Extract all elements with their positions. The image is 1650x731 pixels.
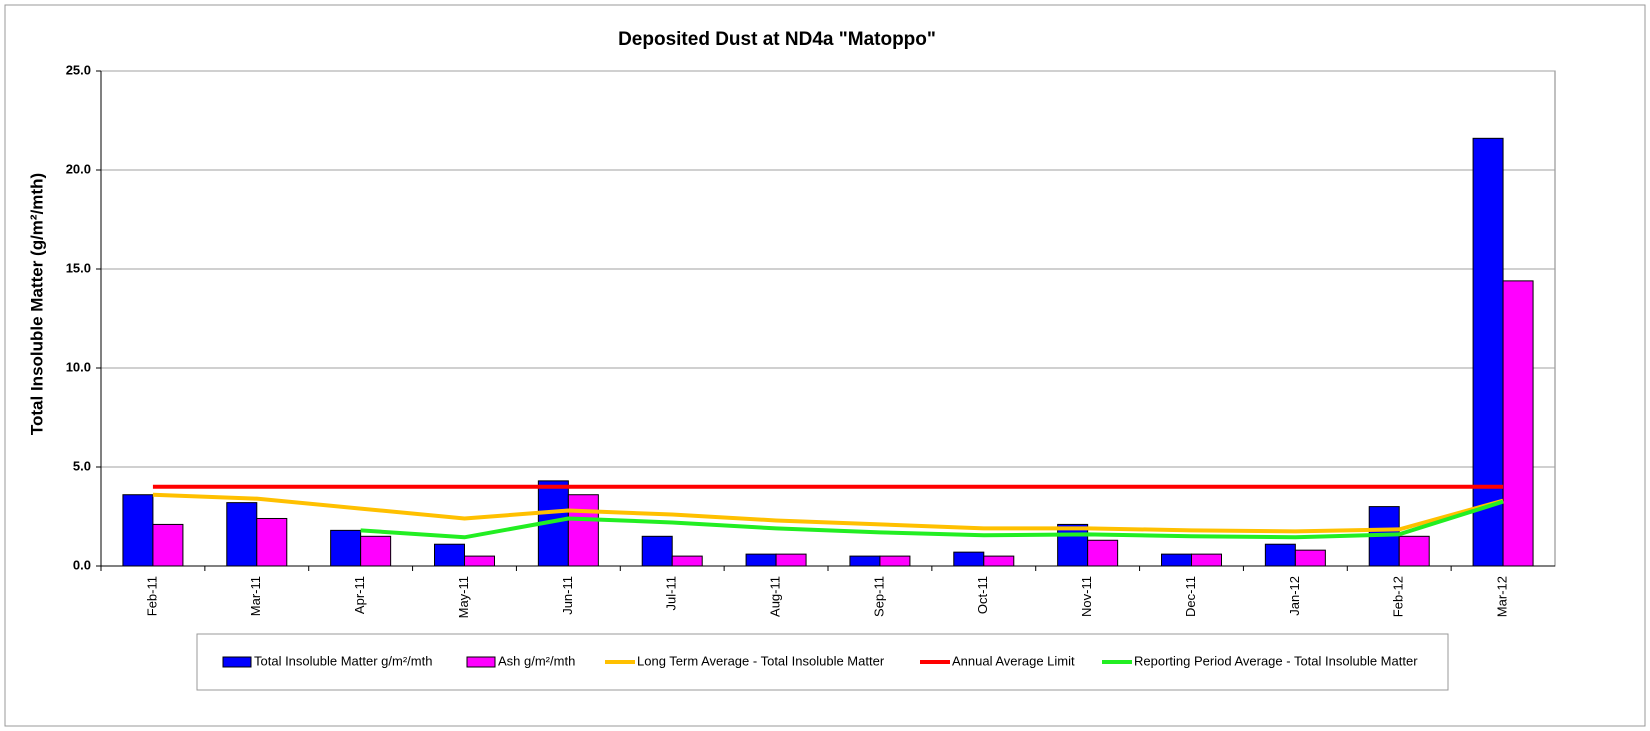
bar	[641, 535, 673, 567]
line-series	[152, 492, 1504, 534]
plot-area	[100, 70, 1556, 567]
x-tick-label: Jun-11	[560, 576, 575, 615]
bar	[360, 535, 392, 567]
bar	[1087, 539, 1119, 567]
bar	[849, 555, 881, 567]
x-tick-label: Oct-11	[975, 576, 990, 614]
bar	[1472, 137, 1504, 567]
bar	[1502, 280, 1534, 567]
y-axis-label: Total Insoluble Matter (g/m²/mth)	[27, 173, 46, 435]
x-tick-label: Dec-11	[1183, 576, 1198, 617]
bar	[256, 517, 288, 567]
legend-label: Reporting Period Average - Total Insolub…	[1134, 653, 1418, 668]
bar	[434, 543, 465, 567]
bar	[1161, 553, 1192, 567]
x-tick-label: Jul-11	[664, 576, 679, 610]
x-tick-label: Feb-11	[144, 576, 159, 616]
bar	[1191, 553, 1222, 567]
legend-swatch	[222, 656, 252, 668]
x-tick-label: Apr-11	[352, 576, 367, 614]
y-tick-label: 15.0	[66, 260, 91, 275]
legend-box	[196, 633, 1449, 691]
bar	[671, 555, 703, 567]
x-tick-label: Sep-11	[871, 576, 886, 617]
x-tick-label: Nov-11	[1079, 576, 1094, 617]
y-tick-label: 20.0	[66, 161, 91, 176]
bar	[567, 494, 599, 567]
legend-label: Ash g/m²/mth	[498, 653, 575, 668]
bar	[1057, 523, 1089, 567]
bar	[226, 502, 258, 567]
chart-title: Deposited Dust at ND4a "Matoppo"	[618, 29, 936, 50]
bar	[464, 555, 495, 567]
bar	[1398, 535, 1430, 567]
legend-swatch	[466, 656, 496, 668]
x-tick-label: Mar-11	[248, 576, 263, 616]
bar	[775, 553, 807, 567]
y-tick-label: 0.0	[73, 557, 91, 572]
bar	[1294, 549, 1326, 567]
x-tick-label: Aug-11	[768, 576, 783, 617]
y-tick-label: 5.0	[73, 458, 91, 473]
bar	[745, 553, 777, 567]
x-tick-label: Feb-12	[1391, 576, 1406, 617]
y-tick-label: 10.0	[66, 359, 91, 374]
bar	[1264, 543, 1296, 567]
bar	[122, 494, 154, 567]
x-tick-label: Mar-12	[1495, 576, 1510, 617]
line-series	[360, 499, 1504, 540]
bar	[879, 555, 911, 567]
legend-label: Total Insoluble Matter g/m²/mth	[254, 653, 432, 668]
bar	[152, 523, 184, 567]
bar	[953, 551, 985, 567]
legend-label: Long Term Average - Total Insoluble Matt…	[637, 653, 885, 668]
legend-label: Annual Average Limit	[952, 653, 1075, 668]
bar	[330, 529, 362, 567]
x-tick-label: May-11	[456, 576, 471, 618]
bar	[983, 555, 1015, 567]
x-tick-label: Jan-12	[1287, 576, 1302, 616]
y-tick-label: 25.0	[66, 62, 91, 77]
